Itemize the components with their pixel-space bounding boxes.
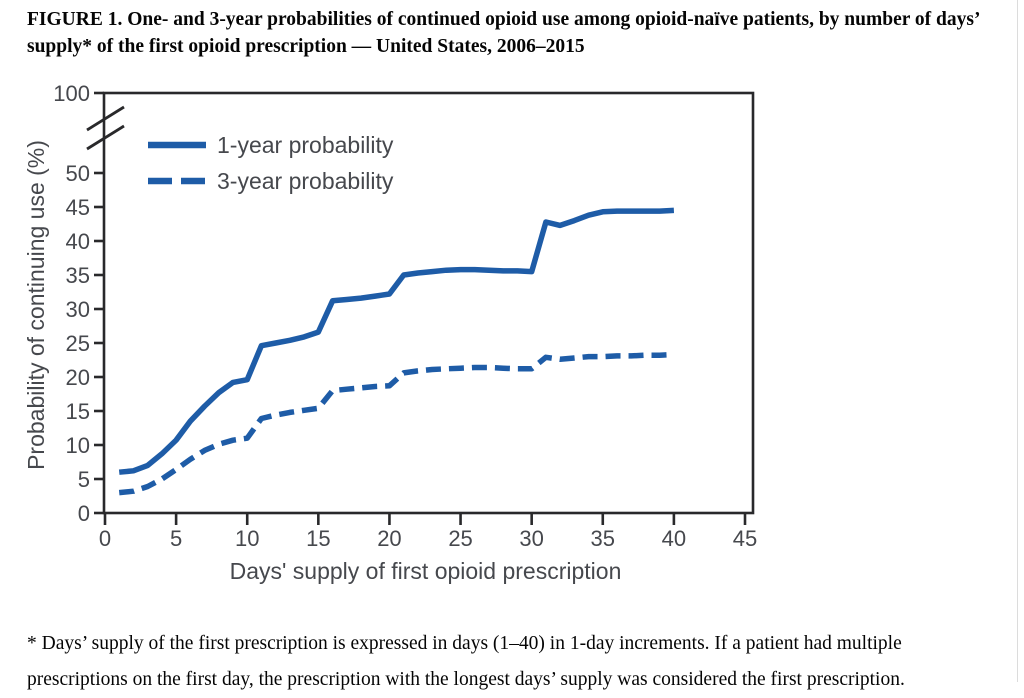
x-tick-label: 40 xyxy=(662,526,686,551)
x-tick-label: 20 xyxy=(377,526,401,551)
x-tick-label: 0 xyxy=(99,526,111,551)
x-tick-label: 45 xyxy=(733,526,757,551)
y-tick-label: 25 xyxy=(66,331,90,356)
x-tick-label: 30 xyxy=(519,526,543,551)
legend-label: 1-year probability xyxy=(217,132,394,158)
x-axis-title: Days' supply of first opioid prescriptio… xyxy=(230,558,622,584)
legend-label: 3-year probability xyxy=(217,168,394,194)
axis-break-slash xyxy=(86,105,125,132)
y-tick-label: 15 xyxy=(66,399,90,424)
y-tick-label: 10 xyxy=(66,433,90,458)
figure-title-line-2: supply* of the first opioid prescription… xyxy=(27,36,585,57)
y-top-tick-label: 100 xyxy=(53,81,90,106)
x-tick-label: 10 xyxy=(235,526,259,551)
footnote-line-2: prescriptions on the first day, the pres… xyxy=(27,669,905,690)
series-line-1-year-probability xyxy=(118,207,675,475)
y-axis-title: Probability of continuing use (%) xyxy=(23,140,49,470)
chart-area: 0 5 10 15 20 25 30 35 40 45 50 100 0 5 10 15 20 25 30 35 40 4… xyxy=(23,81,757,584)
x-tick-label: 5 xyxy=(170,526,182,551)
figure-title: FIGURE 1. One- and 3-year probabilities … xyxy=(27,6,1019,60)
y-tick-label: 30 xyxy=(66,297,90,322)
y-tick-label: 0 xyxy=(78,501,90,526)
y-tick-label: 50 xyxy=(66,161,90,186)
series-line-3-year-probability xyxy=(118,351,675,496)
footnote-line-1: * Days’ supply of the first prescription… xyxy=(27,633,902,654)
figure-title-line-1: FIGURE 1. One- and 3-year probabilities … xyxy=(27,9,981,30)
x-tick-label: 25 xyxy=(448,526,472,551)
x-tick-label: 35 xyxy=(591,526,615,551)
y-tick-label: 20 xyxy=(66,365,90,390)
chart-svg: 0 5 10 15 20 25 30 35 40 45 50 100 0 5 10 15 20 25 30 35 40 4… xyxy=(23,81,757,584)
y-tick-label: 45 xyxy=(66,195,90,220)
y-tick-label: 40 xyxy=(66,229,90,254)
y-tick-label: 35 xyxy=(66,263,90,288)
page-edge-divider xyxy=(1017,0,1018,682)
y-tick-label: 5 xyxy=(78,467,90,492)
plot-border xyxy=(102,91,755,515)
figure-footnote: * Days’ supply of the first prescription… xyxy=(27,626,1012,698)
axis-break-slash xyxy=(86,124,125,151)
x-tick-label: 15 xyxy=(306,526,330,551)
